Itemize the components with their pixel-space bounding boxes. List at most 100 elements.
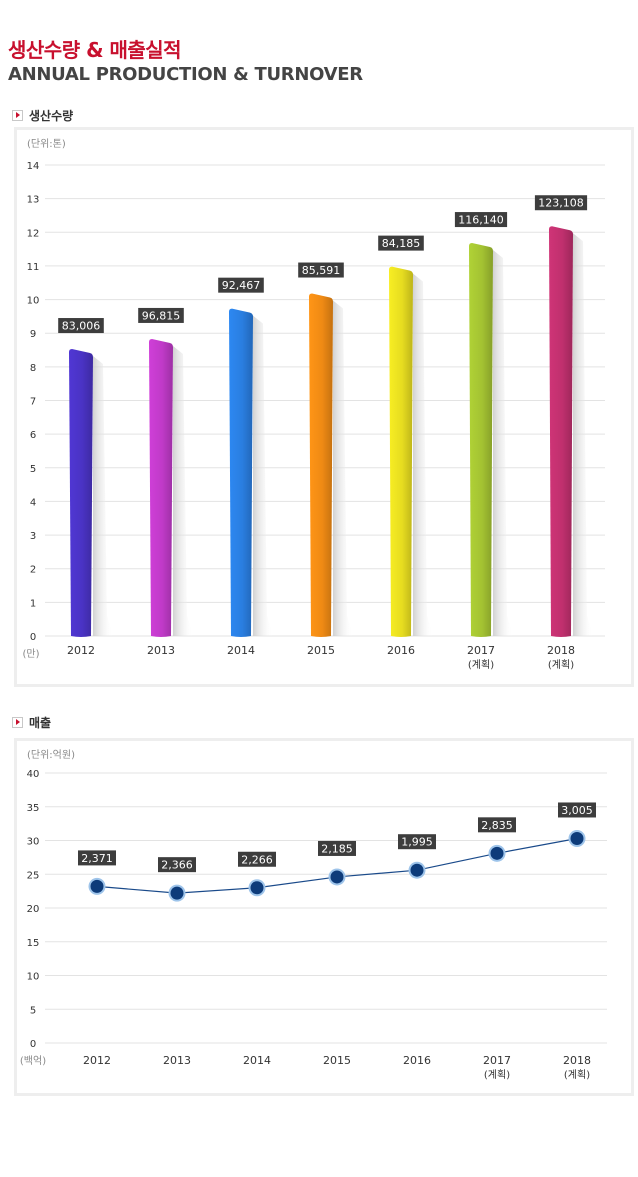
- y-tick-label: 25: [27, 870, 40, 881]
- x-tick-label: 2014: [243, 1054, 271, 1067]
- marker-2018: [570, 831, 584, 845]
- y-tick-label: 35: [27, 803, 40, 814]
- data-label-bg: [478, 817, 516, 833]
- x-tick-label: 2018: [547, 644, 575, 657]
- y-tick-label: 4: [30, 497, 36, 508]
- production-bar-chart: (단위:톤) (만) 0123456789101112131483,006201…: [22, 137, 605, 671]
- x-tick-label: 2013: [163, 1054, 191, 1067]
- y-tick-label: 5: [30, 464, 36, 475]
- x-tick-note: (계획): [484, 1069, 510, 1081]
- data-label: 123,108: [538, 197, 584, 210]
- y-tick-label: 5: [30, 1005, 36, 1016]
- y-tick-label: 11: [27, 262, 40, 273]
- data-label-bg: [218, 277, 264, 293]
- data-label-bg: [58, 318, 104, 334]
- y-tick-label: 9: [30, 329, 36, 340]
- y-tick-label: 13: [27, 195, 40, 206]
- bar-shadow: [573, 233, 593, 636]
- y-tick-label: 15: [27, 938, 40, 949]
- production-section-label: 생산수량: [29, 109, 74, 123]
- production-unit-label: (단위:톤): [27, 137, 66, 150]
- marker-2016: [410, 863, 424, 877]
- y-tick-label: 7: [30, 397, 36, 408]
- sales-chart-panel: (단위:억원) (백억) 0 5 10 15 20 25 30 35 40 2,371 2012 2,…: [14, 738, 634, 1096]
- x-tick-label: 2016: [387, 644, 415, 657]
- y-tick-label: 3: [30, 531, 36, 542]
- x-tick-label: 2015: [307, 644, 335, 657]
- bar-2018: [549, 226, 573, 637]
- data-label: 1,995: [401, 836, 433, 849]
- data-label: 96,815: [142, 309, 181, 322]
- y-tick-label: 0: [30, 632, 36, 643]
- x-tick-label: 2012: [67, 644, 95, 657]
- page-title: 생산수량 & 매출실적: [8, 38, 182, 62]
- sales-section-header: 매출: [12, 714, 51, 731]
- page-subtitle: ANNUAL PRODUCTION & TURNOVER: [8, 64, 363, 85]
- x-tick-label: 2017: [483, 1054, 511, 1067]
- arrow-right-icon: [12, 110, 23, 121]
- bar-shadow: [333, 300, 353, 636]
- y-tick-label: 1: [30, 598, 36, 609]
- y-tick-label: 30: [27, 837, 40, 848]
- data-label-bg: [558, 802, 596, 818]
- x-tick-label: 2012: [83, 1054, 111, 1067]
- bar-2017: [469, 243, 493, 637]
- sales-line-chart: (단위:억원) (백억) 0 5 10 15 20 25 30 35 40 2,371 2012 2,…: [20, 748, 607, 1081]
- data-label: 3,005: [561, 804, 593, 817]
- bar-shadow: [493, 250, 513, 636]
- y-tick-label: 8: [30, 363, 36, 374]
- y-tick-label: 2: [30, 565, 36, 576]
- y-tick-label: 10: [27, 972, 40, 983]
- y-tick-label: 10: [27, 296, 40, 307]
- x-tick-label: 2014: [227, 644, 255, 657]
- x-tick-note: (계획): [548, 659, 574, 671]
- data-label-bg: [158, 857, 196, 873]
- data-label: 85,591: [302, 264, 341, 277]
- bar-2012: [69, 349, 93, 637]
- marker-2015: [330, 870, 344, 884]
- x-tick-label: 2013: [147, 644, 175, 657]
- x-tick-label: 2016: [403, 1054, 431, 1067]
- x-tick-label: 2018: [563, 1054, 591, 1067]
- sales-unit-label: (단위:억원): [27, 748, 75, 761]
- bar-2015: [309, 293, 333, 637]
- data-label: 2,835: [481, 819, 513, 832]
- data-label-bg: [298, 262, 344, 278]
- production-chart-panel: (단위:톤) (만) 0 1 2 3 4 5 6 7 8 9 10 11 12 13 14 83,006 201…: [14, 127, 634, 687]
- x-tick-label: 2017: [467, 644, 495, 657]
- y-tick-label: 0: [30, 1039, 36, 1050]
- marker-2017: [490, 846, 504, 860]
- x-tick-label: 2015: [323, 1054, 351, 1067]
- data-label: 2,371: [81, 852, 113, 865]
- y-tick-label: 12: [27, 228, 40, 239]
- data-label-bg: [454, 212, 508, 228]
- bar-2016: [389, 266, 413, 637]
- data-label: 116,140: [458, 214, 504, 227]
- data-label-bg: [318, 840, 356, 856]
- bar-shadow: [173, 345, 193, 636]
- data-label: 2,185: [321, 842, 353, 855]
- data-label-bg: [378, 235, 424, 251]
- data-label: 84,185: [382, 237, 421, 250]
- data-label-bg: [398, 834, 436, 850]
- data-label: 83,006: [62, 320, 101, 333]
- x-tick-note: (계획): [564, 1069, 590, 1081]
- y-tick-label: 40: [27, 769, 40, 780]
- data-label: 92,467: [222, 279, 261, 292]
- y-tick-label: 20: [27, 904, 40, 915]
- arrow-right-icon: [12, 717, 23, 728]
- production-axis-unit: (만): [22, 648, 39, 660]
- bar-2013: [149, 338, 173, 637]
- data-label-bg: [238, 851, 276, 867]
- y-tick-label: 6: [30, 430, 36, 441]
- data-label: 2,366: [161, 859, 193, 872]
- x-tick-note: (계획): [468, 659, 494, 671]
- sales-axis-unit: (백억): [20, 1055, 46, 1067]
- marker-2014: [250, 881, 264, 895]
- data-label: 2,266: [241, 853, 273, 866]
- bar-shadow: [413, 273, 433, 636]
- y-tick-label: 14: [27, 161, 40, 172]
- marker-2012: [90, 879, 104, 893]
- sales-section-label: 매출: [29, 716, 52, 730]
- data-label-bg: [138, 307, 184, 323]
